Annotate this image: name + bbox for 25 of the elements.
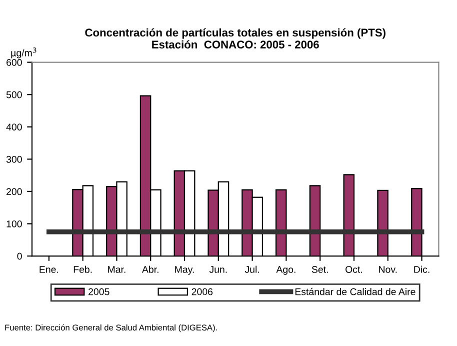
x-tick-label: Dic. [414, 266, 430, 273]
x-tick-label: Ene. [40, 266, 58, 273]
y-tick-label: 300 [6, 156, 22, 163]
x-tick-label: Oct. [346, 266, 362, 273]
x-tick-label: Feb. [74, 266, 92, 273]
chart-title: Concentración de partículas totales en suspensión (PTS) Estación CONACO: 2005 - 2006 [85, 28, 386, 48]
x-tick-label: Ago. [276, 266, 296, 275]
y-tick-label: 0 [17, 252, 22, 260]
x-tick-label: Nov. [379, 266, 397, 273]
y-tick-label: 400 [6, 124, 22, 130]
y-axis-title: µg/m$^{3}$ [11, 48, 36, 58]
x-tick-label: Jul. [244, 266, 259, 273]
x-tick-label: Mar. [108, 266, 126, 273]
source-note: Fuente: Dirección General de Salud Ambiental (DIGESA). [5, 324, 217, 332]
x-tick-label: Abr. [142, 266, 158, 273]
legend-label: 2006 [192, 288, 213, 296]
y-tick-label: 200 [6, 188, 22, 196]
y-tick-label: 600 [6, 59, 22, 66]
x-tick-label: Set. [312, 266, 328, 273]
y-tick-label: 500 [6, 91, 22, 98]
legend-label: 2005 [88, 288, 110, 296]
y-tick-label: 100 [6, 220, 22, 228]
x-tick-label: May. [175, 266, 194, 275]
legend-label: Estándar de Calidad de Aire [295, 288, 416, 296]
x-tick-label: Jun. [209, 266, 227, 273]
